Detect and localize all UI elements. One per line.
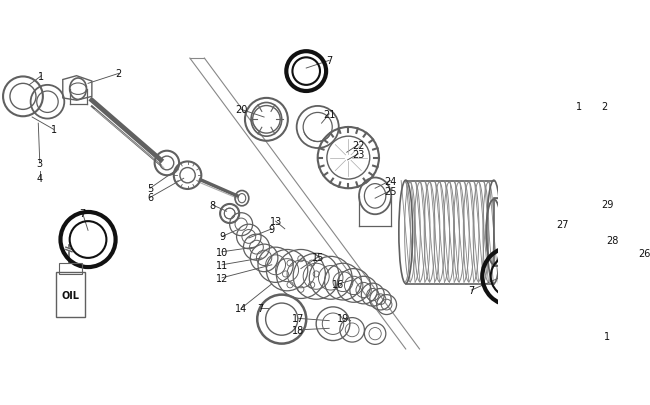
Text: 26: 26 [638,249,650,259]
Text: 9: 9 [268,224,275,234]
Bar [592,109,613,133]
Text: 10: 10 [216,247,228,257]
Text: 12: 12 [216,273,228,283]
Text: OIL: OIL [62,291,79,301]
Text: 27: 27 [556,220,569,230]
Bar [582,237,593,245]
Bar [59,264,82,274]
Text: 4: 4 [37,174,43,184]
Text: 17: 17 [292,313,305,324]
Text: 25: 25 [384,186,396,196]
Text: 16: 16 [332,279,345,289]
Text: 1: 1 [604,331,610,341]
Bar [56,273,85,317]
Text: 1: 1 [577,102,582,112]
Bar [578,204,585,213]
Text: 29: 29 [601,199,613,209]
Text: 5: 5 [147,184,153,194]
Text: 11: 11 [216,260,228,270]
Text: 3: 3 [37,159,43,168]
Text: 8: 8 [210,200,216,211]
Text: 24: 24 [384,176,396,186]
Text: 6: 6 [147,193,153,203]
Text: 1: 1 [38,72,44,81]
Text: 1: 1 [51,125,57,135]
Text: 13: 13 [270,217,281,226]
Bar [601,211,624,254]
Text: 2: 2 [602,102,608,112]
Text: 7: 7 [257,304,263,313]
Text: 19: 19 [337,313,349,324]
Text: 18: 18 [292,325,305,335]
Text: 22: 22 [352,140,365,150]
Text: 2: 2 [116,69,122,79]
Text: 9: 9 [219,232,225,242]
Text: 21: 21 [323,110,335,119]
Text: 7: 7 [469,286,474,295]
Text: 23: 23 [352,149,365,160]
Bar [494,199,561,266]
Text: 7: 7 [326,56,332,66]
Text: 15: 15 [311,252,324,262]
Text: 7: 7 [79,209,86,219]
Text: 28: 28 [606,235,619,245]
Text: 14: 14 [235,304,247,313]
Bar [582,223,597,237]
Text: 20: 20 [235,105,248,115]
